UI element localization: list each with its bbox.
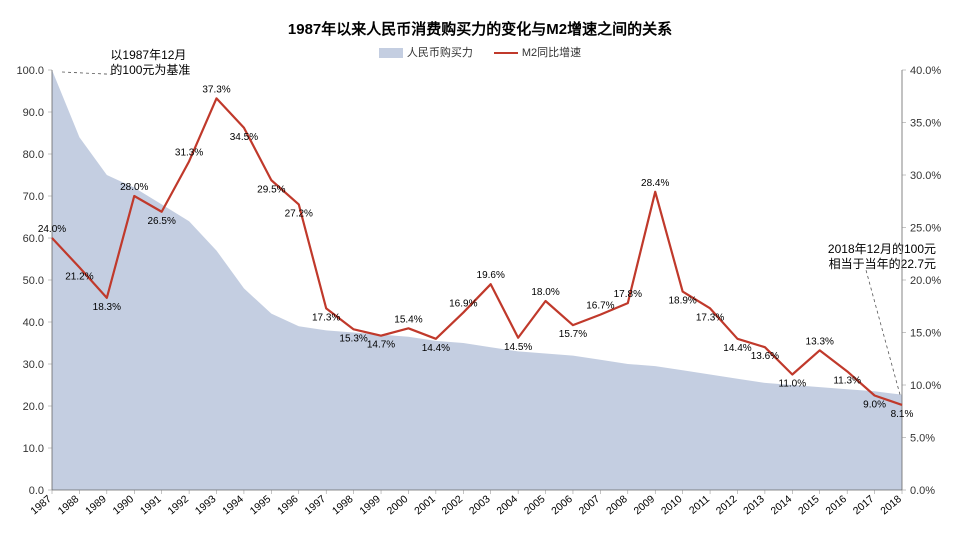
line-data-label: 18.9% [668, 296, 696, 307]
line-data-label: 11.3% [833, 375, 861, 386]
yleft-tick-label: 50.0 [23, 275, 44, 287]
yright-tick-label: 35.0% [910, 118, 941, 130]
x-category-label: 1997 [303, 493, 329, 517]
yleft-tick-label: 20.0 [23, 401, 44, 413]
x-category-label: 2007 [577, 493, 603, 517]
yright-tick-label: 30.0% [910, 170, 941, 182]
line-data-label: 14.5% [504, 342, 532, 353]
x-category-label: 2016 [823, 493, 849, 517]
line-data-label: 21.2% [65, 271, 93, 282]
x-category-label: 2004 [494, 493, 520, 517]
x-category-label: 1996 [275, 493, 301, 517]
yright-tick-label: 10.0% [910, 380, 941, 392]
line-data-label: 15.7% [559, 329, 587, 340]
x-category-label: 2017 [851, 493, 877, 517]
x-category-label: 1998 [330, 493, 356, 517]
line-data-label: 14.4% [422, 343, 450, 354]
x-category-label: 1999 [357, 493, 383, 517]
yleft-tick-label: 80.0 [23, 149, 44, 161]
line-data-label: 37.3% [202, 84, 230, 95]
line-data-label: 17.3% [696, 312, 724, 323]
x-category-label: 2015 [796, 493, 822, 517]
yright-tick-label: 25.0% [910, 223, 941, 235]
line-data-label: 15.4% [394, 314, 422, 325]
line-data-label: 26.5% [147, 216, 175, 227]
line-data-label: 16.7% [586, 301, 614, 312]
x-category-label: 1994 [220, 493, 246, 517]
x-category-label: 2018 [878, 493, 904, 517]
yleft-tick-label: 30.0 [23, 359, 44, 371]
line-data-label: 16.9% [449, 299, 477, 310]
line-data-label: 14.4% [723, 343, 751, 354]
line-data-label: 24.0% [38, 224, 66, 235]
x-category-label: 1991 [138, 493, 164, 517]
x-category-label: 2008 [604, 493, 630, 517]
annotation-pointer [866, 270, 900, 395]
line-data-label: 13.3% [806, 336, 834, 347]
line-data-label: 11.0% [779, 379, 807, 390]
line-data-label: 14.7% [367, 340, 395, 351]
line-data-label: 17.8% [614, 289, 642, 300]
line-data-label: 18.3% [93, 302, 121, 313]
line-data-label: 19.6% [477, 270, 505, 281]
x-category-label: 2010 [659, 493, 685, 517]
line-data-label: 29.5% [257, 184, 285, 195]
x-category-label: 2014 [769, 493, 795, 517]
line-data-label: 27.2% [285, 208, 313, 219]
yleft-tick-label: 90.0 [23, 107, 44, 119]
line-data-label: 17.3% [312, 312, 340, 323]
yleft-tick-label: 100.0 [16, 65, 44, 77]
x-category-label: 2000 [385, 493, 411, 517]
x-category-label: 1989 [83, 493, 109, 517]
line-data-label: 13.6% [751, 351, 779, 362]
yleft-tick-label: 0.0 [29, 485, 44, 497]
yright-tick-label: 15.0% [910, 328, 941, 340]
yleft-tick-label: 40.0 [23, 317, 44, 329]
x-category-label: 2013 [741, 493, 767, 517]
yleft-tick-label: 10.0 [23, 443, 44, 455]
yleft-tick-label: 70.0 [23, 191, 44, 203]
yright-tick-label: 0.0% [910, 485, 935, 497]
x-category-label: 2009 [632, 493, 658, 517]
x-category-label: 2002 [440, 493, 466, 517]
x-category-label: 2012 [714, 493, 740, 517]
line-data-label: 34.5% [230, 132, 258, 143]
chart-svg: 0.010.020.030.040.050.060.070.080.090.01… [0, 0, 960, 538]
chart-container: 1987年以来人民币消费购买力的变化与M2增速之间的关系 人民币购买力 M2同比… [0, 0, 960, 538]
line-data-label: 28.0% [120, 182, 148, 193]
x-category-label: 1995 [248, 493, 274, 517]
line-data-label: 28.4% [641, 178, 669, 189]
yright-tick-label: 40.0% [910, 65, 941, 77]
x-category-label: 1992 [165, 493, 191, 517]
x-category-label: 1990 [111, 493, 137, 517]
line-data-label: 15.3% [339, 333, 367, 344]
line-data-label: 31.3% [175, 147, 203, 158]
x-category-label: 1988 [56, 493, 82, 517]
yright-tick-label: 20.0% [910, 275, 941, 287]
x-category-label: 2001 [412, 493, 438, 517]
x-category-label: 2011 [687, 493, 712, 517]
line-data-label: 9.0% [863, 400, 886, 411]
x-category-label: 1993 [193, 493, 219, 517]
line-data-label: 18.0% [531, 287, 559, 298]
yright-tick-label: 5.0% [910, 433, 935, 445]
x-category-label: 2006 [549, 493, 575, 517]
x-category-label: 2005 [522, 493, 548, 517]
x-category-label: 2003 [467, 493, 493, 517]
annotation-pointer [62, 72, 114, 74]
line-data-label: 8.1% [891, 409, 914, 420]
